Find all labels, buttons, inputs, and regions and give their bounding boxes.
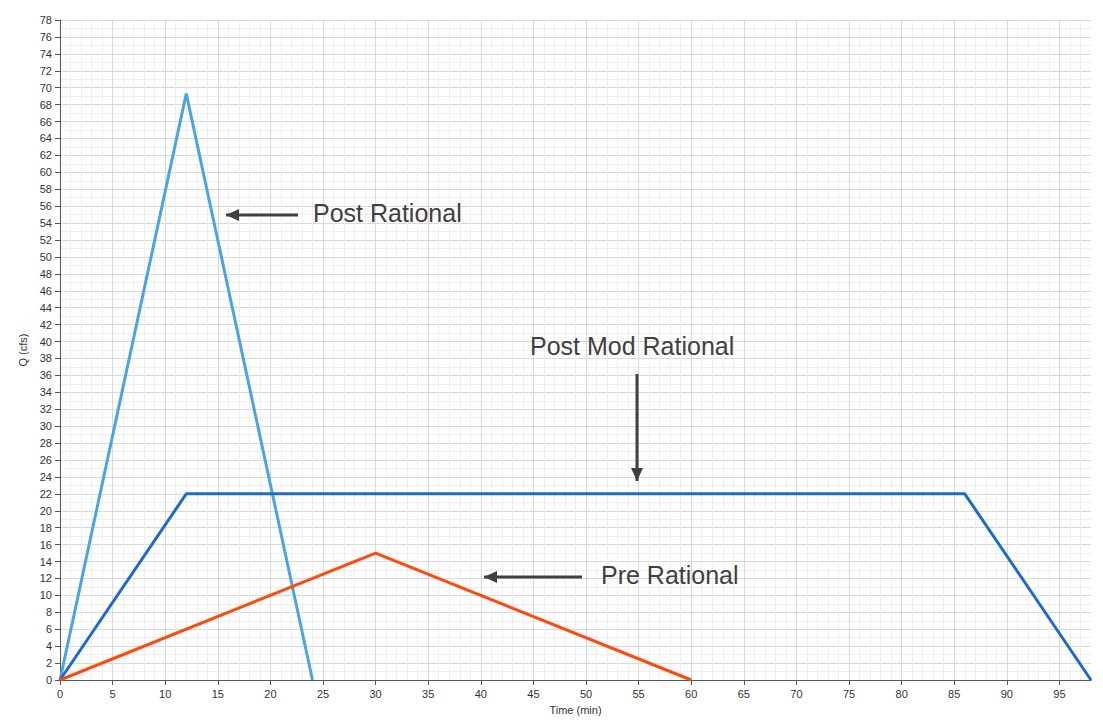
svg-text:64: 64 — [40, 132, 52, 144]
svg-text:14: 14 — [40, 556, 52, 568]
svg-text:66: 66 — [40, 116, 52, 128]
svg-text:0: 0 — [57, 688, 63, 700]
svg-text:65: 65 — [738, 688, 750, 700]
svg-text:20: 20 — [264, 688, 276, 700]
svg-text:25: 25 — [317, 688, 329, 700]
svg-text:Post Rational: Post Rational — [313, 199, 462, 227]
svg-text:5: 5 — [110, 688, 116, 700]
svg-text:50: 50 — [40, 251, 52, 263]
svg-text:34: 34 — [40, 386, 52, 398]
svg-text:60: 60 — [685, 688, 697, 700]
svg-text:72: 72 — [40, 65, 52, 77]
svg-text:58: 58 — [40, 183, 52, 195]
svg-text:46: 46 — [40, 285, 52, 297]
svg-text:56: 56 — [40, 200, 52, 212]
svg-text:30: 30 — [369, 688, 381, 700]
svg-text:48: 48 — [40, 268, 52, 280]
svg-text:16: 16 — [40, 539, 52, 551]
svg-text:55: 55 — [632, 688, 644, 700]
svg-text:62: 62 — [40, 149, 52, 161]
svg-text:Post Mod Rational: Post Mod Rational — [530, 332, 734, 360]
svg-text:78: 78 — [40, 14, 52, 26]
svg-text:85: 85 — [948, 688, 960, 700]
svg-text:2: 2 — [46, 657, 52, 669]
svg-text:70: 70 — [40, 82, 52, 94]
svg-text:36: 36 — [40, 369, 52, 381]
svg-text:20: 20 — [40, 505, 52, 517]
svg-text:95: 95 — [1053, 688, 1065, 700]
svg-text:80: 80 — [896, 688, 908, 700]
svg-text:15: 15 — [212, 688, 224, 700]
svg-text:26: 26 — [40, 454, 52, 466]
svg-text:44: 44 — [40, 302, 52, 314]
svg-text:68: 68 — [40, 99, 52, 111]
svg-text:35: 35 — [422, 688, 434, 700]
svg-text:Time (min): Time (min) — [549, 704, 601, 716]
svg-text:75: 75 — [843, 688, 855, 700]
svg-text:Q (cfs): Q (cfs) — [17, 334, 29, 367]
svg-text:4: 4 — [46, 640, 52, 652]
svg-text:40: 40 — [475, 688, 487, 700]
svg-text:30: 30 — [40, 420, 52, 432]
svg-text:52: 52 — [40, 234, 52, 246]
svg-text:40: 40 — [40, 336, 52, 348]
svg-text:54: 54 — [40, 217, 52, 229]
svg-text:45: 45 — [527, 688, 539, 700]
svg-text:18: 18 — [40, 522, 52, 534]
svg-text:42: 42 — [40, 319, 52, 331]
svg-text:32: 32 — [40, 403, 52, 415]
svg-text:10: 10 — [159, 688, 171, 700]
svg-text:6: 6 — [46, 623, 52, 635]
svg-text:38: 38 — [40, 352, 52, 364]
svg-text:Pre Rational: Pre Rational — [601, 561, 739, 589]
svg-text:60: 60 — [40, 166, 52, 178]
svg-text:28: 28 — [40, 437, 52, 449]
svg-text:76: 76 — [40, 31, 52, 43]
svg-text:12: 12 — [40, 572, 52, 584]
svg-text:70: 70 — [790, 688, 802, 700]
svg-text:90: 90 — [1001, 688, 1013, 700]
svg-text:24: 24 — [40, 471, 52, 483]
svg-text:50: 50 — [580, 688, 592, 700]
svg-text:22: 22 — [40, 488, 52, 500]
svg-text:0: 0 — [46, 674, 52, 686]
svg-text:74: 74 — [40, 48, 52, 60]
svg-text:8: 8 — [46, 606, 52, 618]
svg-text:10: 10 — [40, 589, 52, 601]
